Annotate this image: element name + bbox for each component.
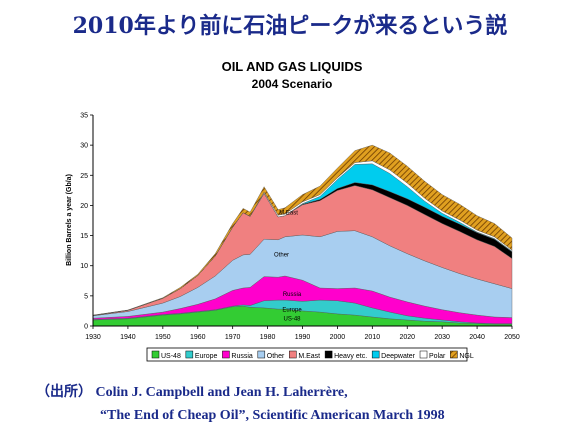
x-tick-label: 1940 <box>120 334 136 341</box>
legend-label-other: Other <box>267 353 285 360</box>
chart-subtitle: 2004 Scenario <box>252 77 333 91</box>
legend-label-us-48: US-48 <box>161 353 181 360</box>
slide-title: 2010年より前に石油ピークが来るという説 <box>72 13 508 39</box>
x-tick-label: 2010 <box>365 334 381 341</box>
legend-swatch-other <box>257 350 266 359</box>
legend-label-polar: Polar <box>429 353 446 360</box>
source-citation: （出所） Colin J. Campbell and Jean H. Laher… <box>36 381 348 401</box>
y-axis-label: Billion Barrels a year (Gb/a) <box>66 174 73 266</box>
legend-swatch-m-east <box>289 350 297 359</box>
x-tick-label: 2030 <box>434 334 450 341</box>
area-ngl <box>92 144 513 316</box>
x-tick-label: 2020 <box>399 334 415 341</box>
annotation-us-48: US-48 <box>284 317 302 323</box>
annotation-other: Other <box>274 253 289 259</box>
legend-label-europe: Europe <box>195 353 218 360</box>
y-tick-label: 15 <box>80 233 88 240</box>
x-tick-label: 1950 <box>155 334 171 341</box>
x-tick-label: 1970 <box>225 334 241 341</box>
y-ticks: 0 5 10 15 20 25 30 35 <box>80 113 93 331</box>
annotation-europe: Europe <box>282 308 302 314</box>
x-tick-label: 1960 <box>190 334 206 341</box>
source-prefix: （出所） <box>36 385 92 400</box>
y-tick-label: 20 <box>80 203 88 210</box>
x-ticks: 1930 1940 1950 1960 1970 1980 1990 2000 2010 2020… <box>85 326 520 341</box>
x-tick-label: 1990 <box>295 334 311 341</box>
y-tick-label: 5 <box>84 293 88 300</box>
legend-label-heavy-etc: Heavy etc. <box>334 353 367 360</box>
y-tick-label: 10 <box>80 263 88 270</box>
legend-swatch-europe <box>185 350 194 359</box>
x-tick-label: 2000 <box>330 334 346 341</box>
source-title: “The End of Cheap Oil”, Scientific Ameri… <box>100 408 445 423</box>
chart-title: OIL AND GAS LIQUIDS <box>222 59 363 74</box>
legend-swatch-polar <box>419 350 428 359</box>
x-tick-label: 1930 <box>85 334 101 341</box>
oil-production-chart: OIL AND GAS LIQUIDS 2004 Scenario Billio… <box>66 59 520 362</box>
x-tick-label: 2040 <box>469 334 485 341</box>
legend-swatch-deepwater <box>371 350 380 359</box>
legend-label-m-east: M.East <box>298 353 320 360</box>
legend-swatch-ngl <box>450 350 458 359</box>
legend-swatch-us-48 <box>151 350 160 359</box>
annotation-russia: Russia <box>283 292 302 298</box>
legend-swatch-heavy-etc <box>324 350 333 359</box>
area-layers <box>92 144 513 327</box>
y-tick-label: 35 <box>80 113 88 120</box>
annotation-m-east: M.East <box>279 210 298 216</box>
y-tick-label: 25 <box>80 173 88 180</box>
legend-label-ngl: NGL <box>459 353 474 360</box>
legend: US-48 Europe Russia Other M.East Heavy etc. De… <box>146 347 474 362</box>
y-tick-label: 30 <box>80 143 88 150</box>
area-annotations: M.East Other Russia Europe US-48 <box>274 210 302 322</box>
x-tick-label: 2050 <box>504 334 520 341</box>
legend-label-deepwater: Deepwater <box>381 353 416 360</box>
legend-label-russia: Russia <box>231 353 253 360</box>
source-authors: Colin J. Campbell and Jean H. Laherrère, <box>95 385 348 400</box>
legend-swatch-russia <box>222 350 230 359</box>
x-tick-label: 1980 <box>260 334 276 341</box>
y-tick-label: 0 <box>84 324 88 331</box>
